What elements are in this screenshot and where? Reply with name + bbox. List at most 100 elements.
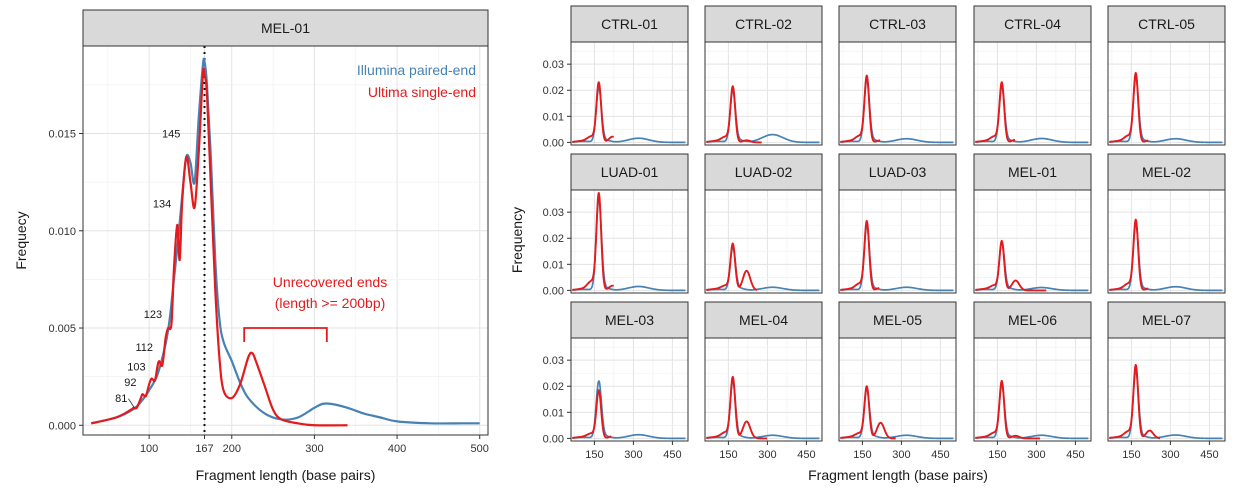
facet-border [570, 41, 689, 146]
facet-area [838, 189, 957, 294]
right-y-axis-title: Frequency [509, 207, 525, 273]
facet-strip [570, 5, 689, 43]
facet-strip [973, 5, 1092, 43]
x-tick-label: 300 [758, 449, 776, 461]
facet-strip-label: MEL-06 [1008, 312, 1057, 328]
facet-border [838, 189, 957, 294]
facet-border [570, 189, 689, 294]
facet-ultima-line [1109, 71, 1149, 143]
y-tick-label: 0.02 [543, 381, 564, 393]
x-tick-label: 450 [797, 449, 815, 461]
x-tick-label: 300 [624, 449, 642, 461]
facet-illumina-line [572, 198, 686, 292]
facet-illumina-line [1109, 222, 1223, 292]
facet-ultima-line [975, 81, 1016, 143]
facet-ultima-line [572, 389, 612, 439]
facet-ultima-line [706, 85, 762, 144]
facet-border [704, 337, 823, 442]
legend-ultima: Ultima single-end [368, 84, 476, 100]
y-tick-label: 0.015 [48, 129, 76, 141]
x-tick-label: 450 [1066, 449, 1084, 461]
facet-ultima-line [840, 74, 881, 143]
facet-strip-label: CTRL-04 [1004, 16, 1061, 32]
peak-label: 81 [115, 393, 127, 405]
facet-ultima-line [840, 385, 896, 440]
x-tick-label: 167 [195, 443, 213, 455]
facet-ultima-line [1109, 363, 1161, 440]
left-panel: MEL-01 100 167 200 300 400 500 0.000 0.005 0.010 0… [13, 9, 489, 483]
facet-illumina-line [1109, 76, 1223, 144]
facet-ultima-line [840, 219, 880, 291]
facet-illumina-line [706, 380, 820, 440]
y-tick-label: 0.02 [543, 233, 564, 245]
facet-illumina-line [706, 246, 820, 292]
facet-panel: CTRL-05 [1107, 5, 1226, 146]
left-panel-area [82, 45, 489, 436]
annotation-bracket [243, 327, 328, 342]
y-tick-label: 0.010 [48, 226, 76, 238]
facet-area [570, 41, 689, 146]
x-tick-label: 150 [853, 449, 871, 461]
facet-area [838, 41, 957, 146]
facet-illumina-line [975, 384, 1089, 440]
x-tick-label: 450 [663, 449, 681, 461]
y-tick-label: 0.01 [543, 407, 564, 419]
x-tick-label: 200 [223, 443, 241, 455]
facet-panel: LUAD-03 [838, 153, 957, 294]
x-tick-label: 150 [585, 449, 603, 461]
facet-panel: MEL-02 [1107, 153, 1226, 294]
facet-strip-label: CTRL-01 [601, 16, 658, 32]
x-tick-label: 300 [892, 449, 910, 461]
facet-grid: CTRL-01 0.00 0.01 0.02 0.03 CTRL-02 CTRL-03 CTR… [509, 5, 1226, 483]
facet-ultima-line [975, 379, 1041, 440]
left-panel-strip [82, 9, 489, 47]
facet-illumina-line [572, 86, 686, 144]
facet-strip-label: LUAD-03 [869, 164, 927, 180]
illumina-series-line [91, 57, 480, 425]
facet-illumina-line [706, 89, 820, 144]
y-tick-label: 0.01 [543, 259, 564, 271]
facet-ultima-line [572, 191, 614, 291]
peak-label: 123 [144, 309, 162, 321]
facet-panel: MEL-06 150 300 450 [973, 301, 1092, 461]
facet-area [1107, 41, 1226, 146]
x-tick-label: 450 [1200, 449, 1218, 461]
facet-panel: MEL-05 150 300 450 [838, 301, 957, 461]
facet-strip [1107, 5, 1226, 43]
y-tick-label: 0.00 [543, 285, 564, 297]
x-tick-label: 300 [1161, 449, 1179, 461]
facet-strip [1107, 301, 1226, 339]
facet-border [570, 337, 689, 442]
facet-strip-label: MEL-05 [873, 312, 922, 328]
x-tick-label: 100 [140, 443, 158, 455]
facet-panel: LUAD-02 [704, 153, 823, 294]
facet-strip [838, 5, 957, 43]
facet-border [973, 189, 1092, 294]
x-tick-label: 400 [388, 443, 406, 455]
facet-panel: CTRL-03 [838, 5, 957, 146]
y-tick-label: 0.00 [543, 433, 564, 445]
facet-panel: MEL-03 150 300 450 0.00 0.01 0.02 0.03 [543, 301, 689, 461]
facet-strip-label: MEL-03 [605, 312, 654, 328]
facet-strip-label: CTRL-03 [869, 16, 926, 32]
left-panel-border [82, 45, 489, 436]
facet-area [1107, 189, 1226, 294]
facet-strip-label: MEL-04 [739, 312, 788, 328]
legend-illumina: Illumina paired-end [357, 62, 476, 78]
x-tick-label: 500 [471, 443, 489, 455]
facet-strip-label: MEL-02 [1142, 164, 1191, 180]
facet-strip [704, 153, 823, 191]
facet-border [704, 189, 823, 294]
facet-border [704, 41, 823, 146]
annotation-line-2: (length >= 200bp) [275, 295, 386, 311]
facet-strip-label: CTRL-02 [735, 16, 792, 32]
facet-strip [973, 301, 1092, 339]
facet-strip-label: MEL-01 [1008, 164, 1057, 180]
y-tick-label: 0.03 [543, 207, 564, 219]
x-tick-label: 150 [719, 449, 737, 461]
peak-label: 92 [124, 377, 136, 389]
facet-strip [973, 153, 1092, 191]
annotation-line-1: Unrecovered ends [273, 274, 387, 290]
peak-label: 145 [162, 128, 180, 140]
facet-panel: MEL-01 [973, 153, 1092, 294]
